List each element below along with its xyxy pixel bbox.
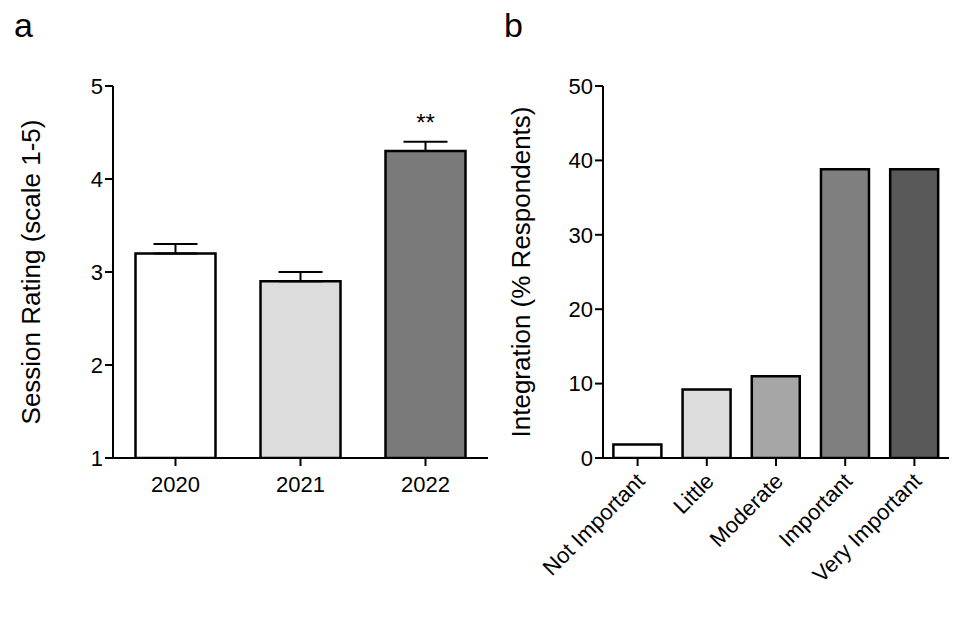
svg-text:30: 30 bbox=[569, 223, 593, 248]
svg-text:2: 2 bbox=[91, 353, 103, 378]
svg-text:50: 50 bbox=[569, 74, 593, 99]
svg-text:2020: 2020 bbox=[151, 472, 200, 497]
svg-text:4: 4 bbox=[91, 167, 103, 192]
svg-text:2021: 2021 bbox=[276, 472, 325, 497]
svg-text:Moderate: Moderate bbox=[705, 468, 788, 551]
svg-text:3: 3 bbox=[91, 260, 103, 285]
svg-text:Session Rating (scale 1-5): Session Rating (scale 1-5) bbox=[16, 120, 46, 425]
svg-text:2022: 2022 bbox=[401, 472, 450, 497]
svg-text:0: 0 bbox=[581, 446, 593, 471]
svg-text:Very Important: Very Important bbox=[808, 468, 927, 587]
svg-text:20: 20 bbox=[569, 297, 593, 322]
svg-text:Integration (% Respondents): Integration (% Respondents) bbox=[506, 107, 536, 438]
svg-text:Not Important: Not Important bbox=[538, 468, 650, 580]
svg-text:5: 5 bbox=[91, 74, 103, 99]
svg-text:1: 1 bbox=[91, 446, 103, 471]
svg-text:40: 40 bbox=[569, 148, 593, 173]
html-text:b: b bbox=[504, 6, 523, 44]
svg-text:10: 10 bbox=[569, 371, 593, 396]
svg-text:**: ** bbox=[416, 109, 435, 136]
svg-text:Little: Little bbox=[668, 468, 719, 519]
html-text:a: a bbox=[14, 6, 33, 44]
